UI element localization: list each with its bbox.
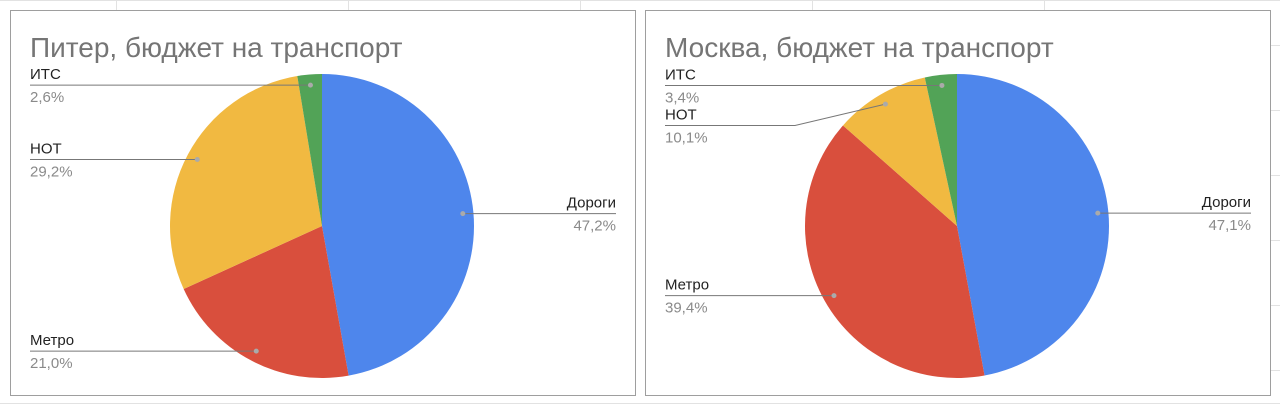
leader-dot [1095,210,1101,216]
slice-value-label: 29,2% [30,163,73,180]
slice-label: Дороги [1202,194,1251,211]
slice-label: НОТ [30,140,62,157]
slice-label: ИТС [30,66,61,83]
leader-dot [194,156,200,162]
pie-slice [297,74,322,226]
slice-value-label: 3,4% [665,89,699,106]
slice-value-label: 47,1% [1208,217,1251,234]
pie-slice [804,125,985,379]
pie-slice [842,77,957,226]
chart-title: Питер, бюджет на транспорт [30,32,403,63]
pie-slice [183,226,349,378]
leader-dot [939,82,945,88]
leader-dot [307,82,313,88]
leader-dot [253,348,259,354]
leader-dot [882,101,888,107]
chart-title: Москва, бюджет на транспорт [665,32,1054,63]
slice-value-label: 2,6% [30,89,64,106]
slice-label: НОТ [665,106,697,123]
pie-slice [957,74,1109,376]
leader-dot [831,293,837,299]
pie-slice [924,74,957,226]
slice-value-label: 21,0% [30,355,73,372]
slice-value-label: 39,4% [665,300,708,317]
leader-dot [460,211,466,217]
slice-label: Метро [665,277,709,294]
pie-slice [322,74,474,376]
slice-value-label: 10,1% [665,129,708,146]
slice-value-label: 47,2% [573,218,616,235]
leader-line [665,103,886,126]
pie-slice [170,76,322,289]
slice-label: Дороги [567,195,616,212]
slice-label: Метро [30,332,74,349]
slice-label: ИТС [665,66,696,83]
